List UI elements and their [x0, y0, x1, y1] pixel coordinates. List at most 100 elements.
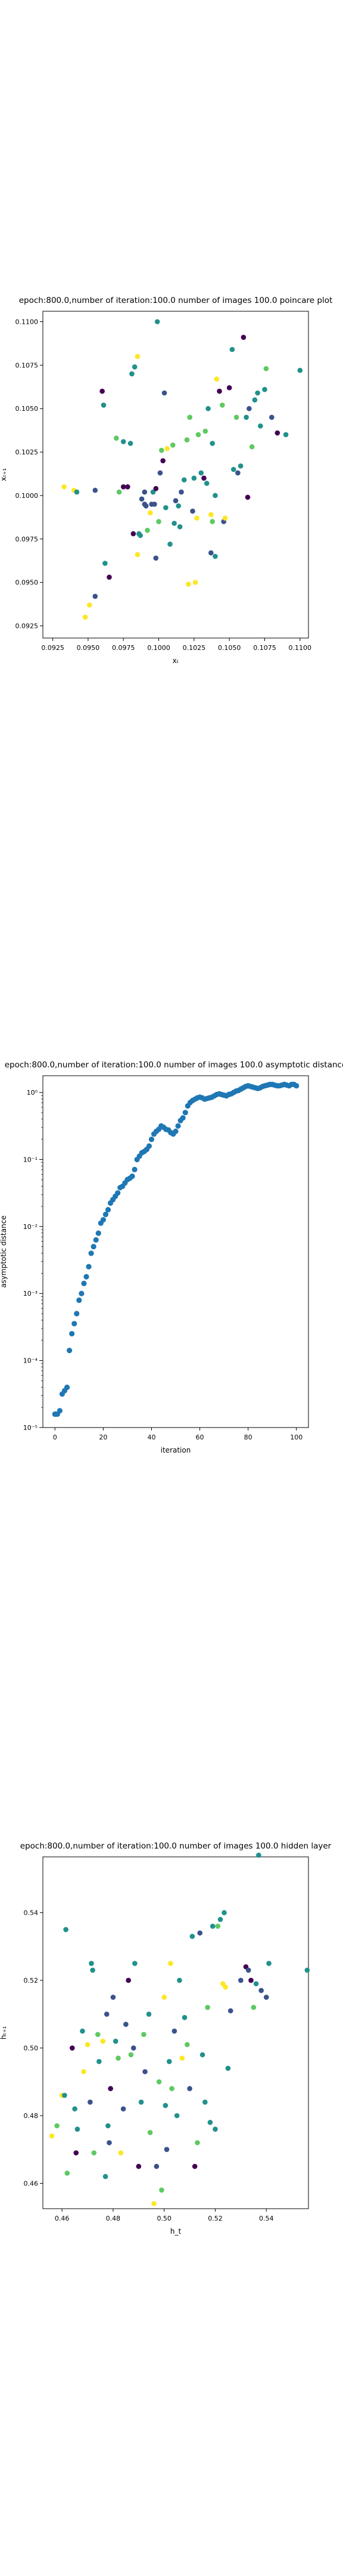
scatter-point — [139, 497, 145, 502]
scatter-point — [163, 2103, 169, 2109]
scatter-point — [220, 402, 225, 408]
scatter-point — [223, 1984, 228, 1990]
scatter-point — [186, 581, 191, 587]
scatter-point — [176, 503, 181, 509]
scatter-point — [201, 476, 207, 481]
scatter-point — [169, 2086, 174, 2091]
scatter-point — [297, 368, 303, 373]
scatter-point — [205, 406, 211, 411]
scatter-point — [101, 402, 107, 408]
scatter-point — [228, 2008, 233, 2014]
data-point — [183, 1110, 188, 1115]
scatter-point — [210, 519, 215, 524]
scatter-point — [125, 484, 130, 490]
scatter-point — [85, 2042, 91, 2048]
x-tick-label: 40 — [147, 1433, 155, 1441]
scatter-point — [241, 335, 247, 340]
scatter-point — [258, 423, 263, 429]
data-point — [146, 1143, 152, 1148]
scatter-point — [113, 2039, 119, 2044]
scatter-point — [208, 512, 214, 518]
y-tick-label: 0.0975 — [15, 535, 39, 543]
scatter-point — [167, 2059, 172, 2064]
data-point — [180, 1115, 186, 1120]
scatter-point — [155, 319, 160, 324]
scatter-point — [197, 1930, 202, 1936]
scatter-point — [90, 1968, 95, 1973]
data-point — [57, 1408, 63, 1413]
scatter-point — [226, 2066, 231, 2071]
plot-area-frame — [43, 311, 308, 638]
data-point — [91, 1244, 96, 1249]
scatter-point — [200, 2052, 205, 2058]
scatter-point — [151, 2201, 157, 2206]
x-tick-label: 0.52 — [208, 2215, 223, 2222]
x-tick-label: 0.1050 — [218, 644, 241, 652]
y-tick-label: 0.1100 — [15, 318, 39, 326]
y-tick-label: 10⁻⁴ — [23, 1357, 38, 1365]
scatter-point — [210, 441, 215, 446]
scatter-point — [117, 490, 122, 495]
y-tick-label: 0.1050 — [15, 405, 39, 413]
data-point — [69, 1331, 74, 1336]
scatter-point — [234, 415, 239, 420]
scatter-point — [245, 495, 251, 500]
scatter-point — [160, 458, 166, 463]
x-tick-label: 0.0950 — [77, 644, 100, 652]
y-tick-label: 10⁻¹ — [23, 1156, 38, 1163]
x-tick-label: 0.50 — [157, 2215, 172, 2222]
scatter-point — [187, 415, 192, 420]
x-axis-label: xₜ — [173, 657, 179, 665]
data-point — [67, 1348, 72, 1353]
chart-title: epoch:800.0,number of iteration:100.0 nu… — [5, 1060, 343, 1070]
scatter-point — [198, 470, 204, 476]
scatter-point — [187, 2086, 192, 2091]
scatter-point — [157, 2079, 162, 2085]
scatter-point — [230, 347, 235, 352]
hidden-layer-chart: epoch:800.0,number of iteration:100.0 nu… — [0, 1831, 343, 2260]
scatter-point — [121, 439, 126, 444]
scatter-point — [244, 415, 249, 420]
y-tick-label: 10⁻³ — [23, 1290, 38, 1298]
scatter-point — [305, 1968, 310, 1973]
scatter-point — [103, 2174, 108, 2179]
scatter-point — [114, 435, 119, 441]
scatter-point — [121, 2106, 126, 2111]
y-tick-label: 0.54 — [24, 1909, 39, 1917]
scatter-point — [238, 463, 244, 469]
scatter-point — [129, 2052, 134, 2058]
plot-area-frame — [43, 1076, 308, 1428]
scatter-point — [70, 2045, 75, 2051]
scatter-point — [258, 1988, 264, 1993]
data-point — [81, 1281, 86, 1286]
scatter-point — [269, 415, 275, 420]
scatter-point — [247, 406, 252, 411]
scatter-point — [148, 2130, 153, 2135]
scatter-point — [139, 2100, 144, 2105]
scatter-point — [182, 2015, 188, 2020]
y-axis-label: asymptotic distance — [0, 1215, 8, 1287]
scatter-point — [194, 516, 199, 521]
scatter-point — [238, 1978, 244, 1983]
scatter-point — [107, 575, 112, 580]
scatter-point — [218, 1917, 223, 1922]
scatter-point — [190, 509, 195, 514]
scatter-point — [91, 2150, 96, 2156]
scatter-point — [167, 541, 173, 547]
scatter-point — [256, 1853, 261, 1858]
scatter-point — [173, 498, 179, 503]
data-point — [74, 1311, 79, 1316]
x-axis-label: iteration — [161, 1446, 191, 1454]
scatter-point — [153, 486, 158, 491]
scatter-point — [102, 561, 108, 566]
scatter-point — [135, 552, 141, 558]
scatter-point — [246, 1968, 251, 1973]
scatter-point — [161, 1995, 167, 2000]
scatter-point — [208, 2120, 213, 2125]
scatter-point — [129, 371, 135, 377]
scatter-point — [248, 1978, 254, 1983]
y-tick-label: 0.1075 — [15, 361, 39, 369]
scatter-point — [255, 391, 260, 396]
y-tick-label: 0.0925 — [15, 623, 39, 630]
scatter-point — [136, 2164, 142, 2169]
